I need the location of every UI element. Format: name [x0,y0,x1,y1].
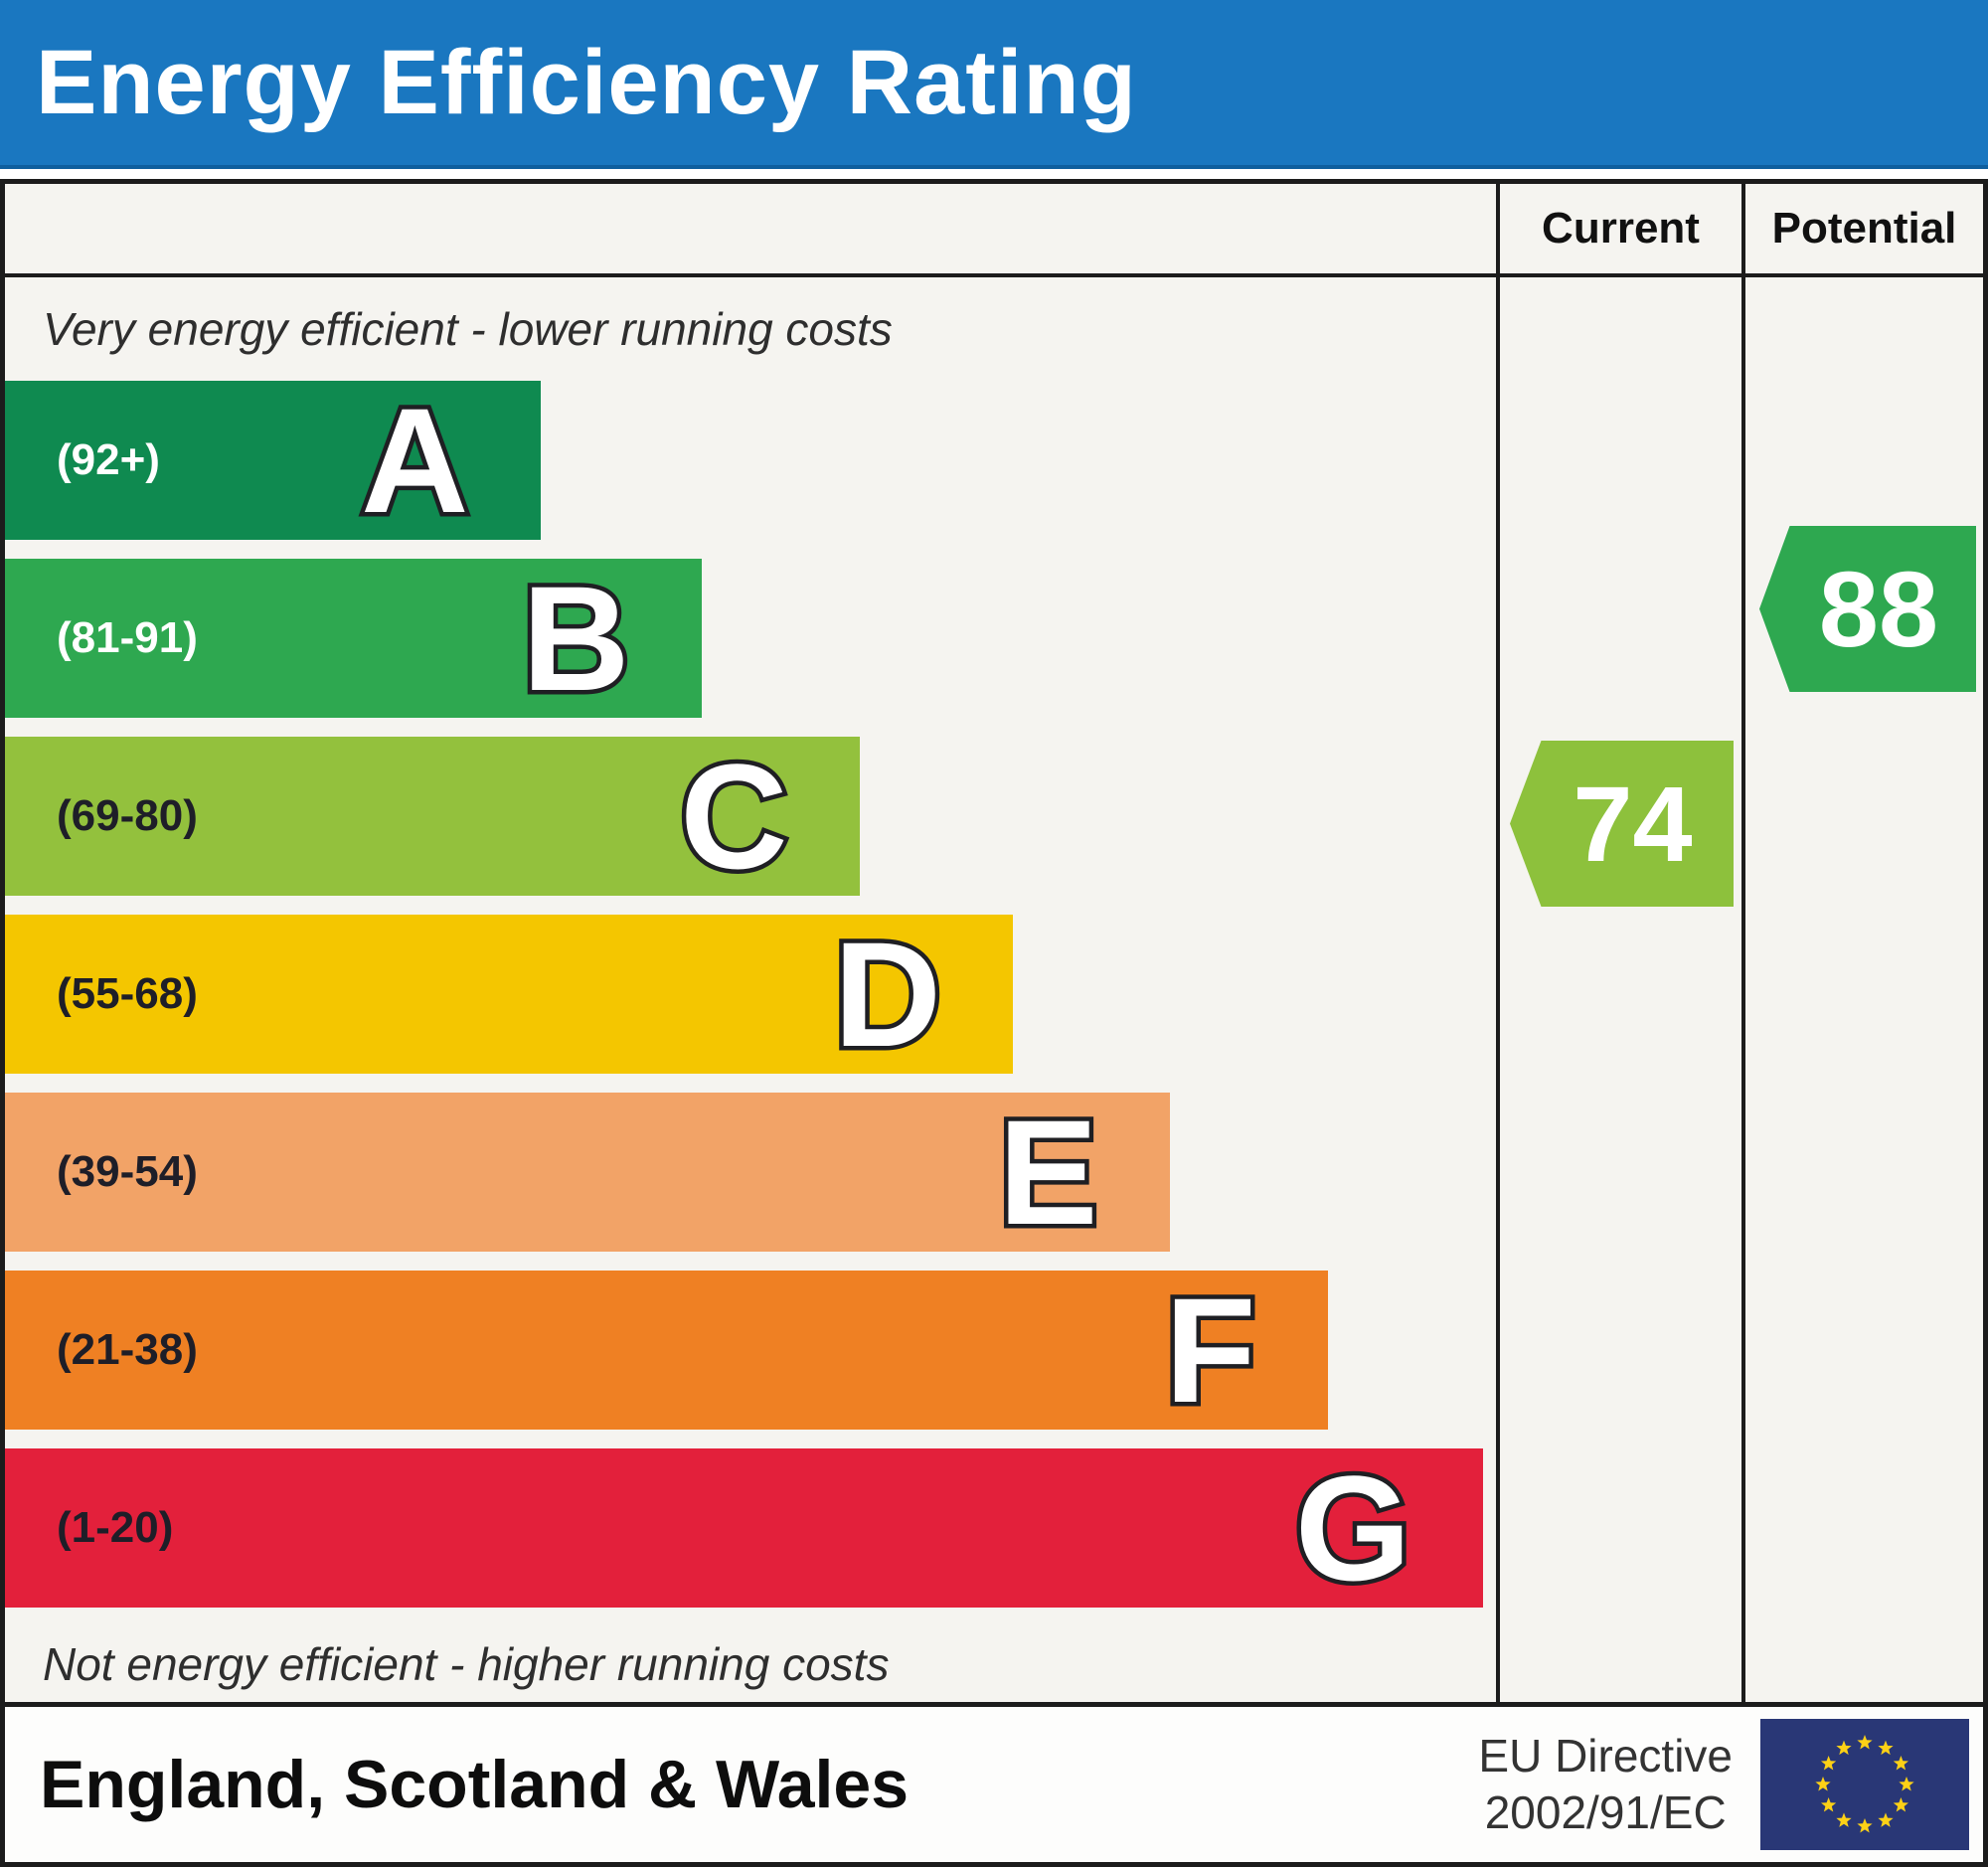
header-spacer [5,184,1496,277]
band-chart-area: Very energy efficient - lower running co… [5,277,1496,1702]
band-row-c: (69-80) C [5,737,1496,896]
band-range-label: (69-80) [57,791,198,840]
note-not-efficient: Not energy efficient - higher running co… [43,1638,890,1690]
band-letter: G [1290,1444,1415,1612]
band-letter: F [1160,1267,1260,1434]
eu-flag-icon [1760,1719,1969,1850]
band-letter: D [829,911,945,1078]
band-row-e: (39-54) E [5,1093,1496,1252]
band-range-label: (21-38) [57,1325,198,1374]
band-range-label: (1-20) [57,1503,174,1552]
band-letter: C [676,733,792,900]
potential-column: 88 [1741,277,1983,1702]
band-letter: A [357,377,473,544]
footer-right-group: EU Directive 2002/91/EC [1478,1719,1969,1850]
band-row-a: (92+) A [5,381,1496,540]
band-range-label: (39-54) [57,1147,198,1196]
band-range-label: (92+) [57,435,160,484]
column-header-current: Current [1496,184,1741,277]
current-column: 74 [1496,277,1741,1702]
band-bar-b: (81-91) B [5,559,702,718]
band-letter: E [994,1089,1102,1256]
band-bar-f: (21-38) F [5,1271,1328,1430]
current-rating-value: 74 [1573,764,1693,884]
band-bar-c: (69-80) C [5,737,860,896]
column-header-potential: Potential [1741,184,1983,277]
band-row-g: (1-20) G [5,1448,1496,1608]
band-row-f: (21-38) F [5,1271,1496,1430]
band-row-d: (55-68) D [5,915,1496,1074]
band-bar-e: (39-54) E [5,1093,1170,1252]
page-title: Energy Efficiency Rating [36,31,1137,133]
band-bar-d: (55-68) D [5,915,1013,1074]
potential-rating-value: 88 [1818,549,1939,669]
rating-table: Current Potential Very energy efficient … [0,179,1988,1707]
band-range-label: (55-68) [57,969,198,1018]
note-very-efficient: Very energy efficient - lower running co… [43,303,893,355]
title-bar: Energy Efficiency Rating [0,0,1988,169]
region-label: England, Scotland & Wales [40,1747,910,1822]
eu-directive-label: EU Directive 2002/91/EC [1478,1728,1733,1842]
footer: England, Scotland & Wales EU Directive 2… [0,1707,1988,1867]
eu-directive-line1: EU Directive [1478,1729,1733,1782]
current-rating-arrow: 74 [1510,741,1734,907]
potential-rating-arrow: 88 [1759,526,1976,692]
band-range-label: (81-91) [57,613,198,662]
band-row-b: (81-91) B [5,559,1496,718]
band-letter: B [518,555,634,722]
eu-directive-line2: 2002/91/EC [1484,1786,1727,1838]
band-bar-g: (1-20) G [5,1448,1483,1608]
band-bar-a: (92+) A [5,381,541,540]
